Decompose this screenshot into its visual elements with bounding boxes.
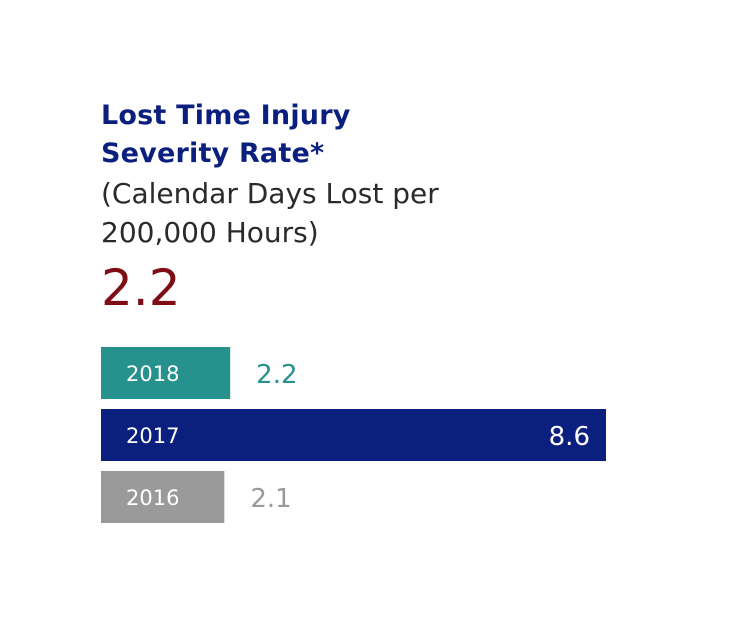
bar-category-label-2016: 2016 (126, 486, 179, 510)
chart-title-line-2: Severity Rate* (101, 138, 325, 169)
bar-category-label-2018: 2018 (126, 362, 179, 386)
headline-value: 2.2 (101, 259, 181, 317)
bar-2018 (101, 347, 231, 399)
chart-subtitle: (Calendar Days Lost per 200,000 Hours) (101, 174, 661, 252)
bar-value-label-2018: 2.2 (256, 360, 297, 390)
bar-value-label-2017: 8.6 (549, 422, 590, 452)
chart-subtitle-line-2: 200,000 Hours) (101, 216, 319, 249)
bar-category-label-2017: 2017 (126, 424, 179, 448)
bar-2017 (101, 409, 606, 461)
chart-subtitle-line-1: (Calendar Days Lost per (101, 177, 439, 210)
chart-title-line-1: Lost Time Injury (101, 100, 351, 131)
chart-title: Lost Time Injury Severity Rate* (101, 97, 661, 173)
bar-2016 (101, 471, 225, 523)
bar-value-label-2016: 2.1 (250, 484, 291, 514)
